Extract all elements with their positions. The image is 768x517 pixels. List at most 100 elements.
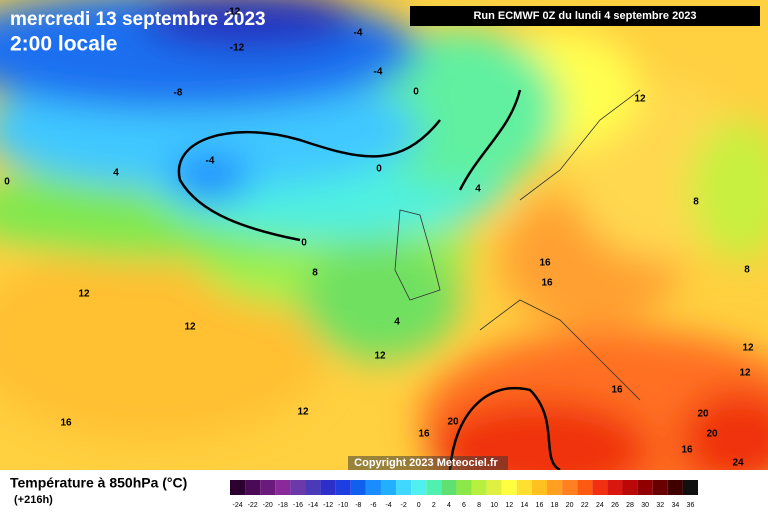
contour-label: 0	[4, 177, 10, 188]
color-swatch	[516, 480, 532, 495]
contour-label: 0	[301, 238, 307, 249]
scale-label: -12	[323, 502, 333, 509]
color-swatch	[350, 480, 366, 495]
scale-label: 34	[671, 502, 679, 509]
scale-label: -24	[232, 502, 242, 509]
contour-label: 12	[374, 351, 386, 362]
contour-label: 12	[297, 407, 309, 418]
scale-label: -10	[338, 502, 348, 509]
contour-label: -4	[206, 156, 215, 167]
color-swatch	[592, 480, 608, 495]
contour-label: 16	[681, 445, 693, 456]
color-swatch	[667, 480, 683, 495]
scale-label: 24	[596, 502, 604, 509]
color-swatch	[230, 480, 246, 495]
scale-label: -22	[248, 502, 258, 509]
contour-label: 12	[184, 322, 196, 333]
scale-label: 26	[611, 502, 619, 509]
contour-label: 8	[744, 265, 750, 276]
contour-label: 20	[447, 417, 459, 428]
scale-label: 12	[505, 502, 513, 509]
color-swatch	[245, 480, 261, 495]
map-time: 2:00 locale	[10, 33, 117, 56]
scale-label: 2	[432, 502, 436, 509]
scale-label: -14	[308, 502, 318, 509]
scale-label: -2	[400, 502, 406, 509]
color-swatch	[335, 480, 351, 495]
color-swatch	[562, 480, 578, 495]
color-swatch	[501, 480, 517, 495]
color-swatch	[486, 480, 502, 495]
contour-label: -12	[230, 43, 245, 54]
scale-label: 0	[417, 502, 421, 509]
contour-label: 4	[113, 168, 119, 179]
contour-label: 16	[418, 429, 430, 440]
contour-label: -8	[174, 88, 183, 99]
color-scale: -24 -22 -20 -18 -16 -14 -12 -10 -8 -6 -4 -2 0 2 4 6 8 10 1…	[230, 480, 698, 509]
contour-label: -4	[374, 67, 383, 78]
contour-label: 0	[376, 164, 382, 175]
color-swatch	[652, 480, 668, 495]
contour-label: 16	[539, 258, 551, 269]
contour-label: 12	[742, 343, 754, 354]
contour-label: -4	[354, 28, 363, 39]
contour-label: 8	[312, 268, 318, 279]
scale-label: 18	[551, 502, 559, 509]
map-date: mercredi 13 septembre 2023	[10, 9, 266, 30]
color-swatch	[365, 480, 381, 495]
contour-label: 20	[706, 429, 718, 440]
contour-labels: -12 -12 -4 -8 -4 0 4 -4 0 0 4 0 8 12 12 4 12 12 8 16 16 8 12 12…	[4, 7, 754, 469]
scale-label: -8	[355, 502, 361, 509]
contour-label: 20	[697, 409, 709, 420]
color-swatch	[607, 480, 623, 495]
contour-label: 8	[693, 197, 699, 208]
scale-label: 36	[687, 502, 695, 509]
run-info: Run ECMWF 0Z du lundi 4 septembre 2023	[473, 10, 696, 22]
scale-label: 10	[490, 502, 498, 509]
scale-label: 30	[641, 502, 649, 509]
color-swatch	[531, 480, 548, 495]
scale-label: 28	[626, 502, 634, 509]
scale-label: 6	[462, 502, 466, 509]
color-swatch	[547, 480, 563, 495]
contour-label: 24	[732, 458, 744, 469]
color-swatch	[441, 480, 457, 495]
scale-label: -20	[263, 502, 273, 509]
contour-label: -12	[226, 7, 241, 18]
color-swatch	[637, 480, 653, 495]
color-swatch	[456, 480, 472, 495]
contour-label: 12	[78, 289, 90, 300]
contour-label: 4	[394, 317, 400, 328]
scale-label: -4	[385, 502, 391, 509]
scale-label: 14	[520, 502, 528, 509]
forecast-lead: (+216h)	[14, 494, 53, 506]
scale-label: 16	[536, 502, 544, 509]
color-swatch	[426, 480, 442, 495]
color-swatch	[471, 480, 487, 495]
color-swatch	[380, 480, 397, 495]
color-swatch	[305, 480, 321, 495]
scale-label: 20	[566, 502, 574, 509]
color-swatch	[260, 480, 276, 495]
color-swatch	[396, 480, 412, 495]
contour-label: 12	[634, 94, 646, 105]
color-swatch	[622, 480, 638, 495]
color-swatch	[577, 480, 593, 495]
contour-label: 16	[611, 385, 623, 396]
scale-label: 32	[656, 502, 664, 509]
contour-label: 0	[413, 87, 419, 98]
contour-label: 16	[541, 278, 553, 289]
scale-label: -16	[293, 502, 303, 509]
copyright: Copyright 2023 Meteociel.fr	[354, 457, 498, 469]
color-swatch	[320, 480, 336, 495]
scale-label: -6	[370, 502, 376, 509]
color-swatch	[411, 480, 427, 495]
contour-label: 12	[739, 368, 751, 379]
scale-label: -18	[278, 502, 288, 509]
contour-label: 4	[475, 184, 481, 195]
scale-label: 4	[447, 502, 451, 509]
color-swatch	[682, 480, 698, 495]
color-swatch	[275, 480, 291, 495]
